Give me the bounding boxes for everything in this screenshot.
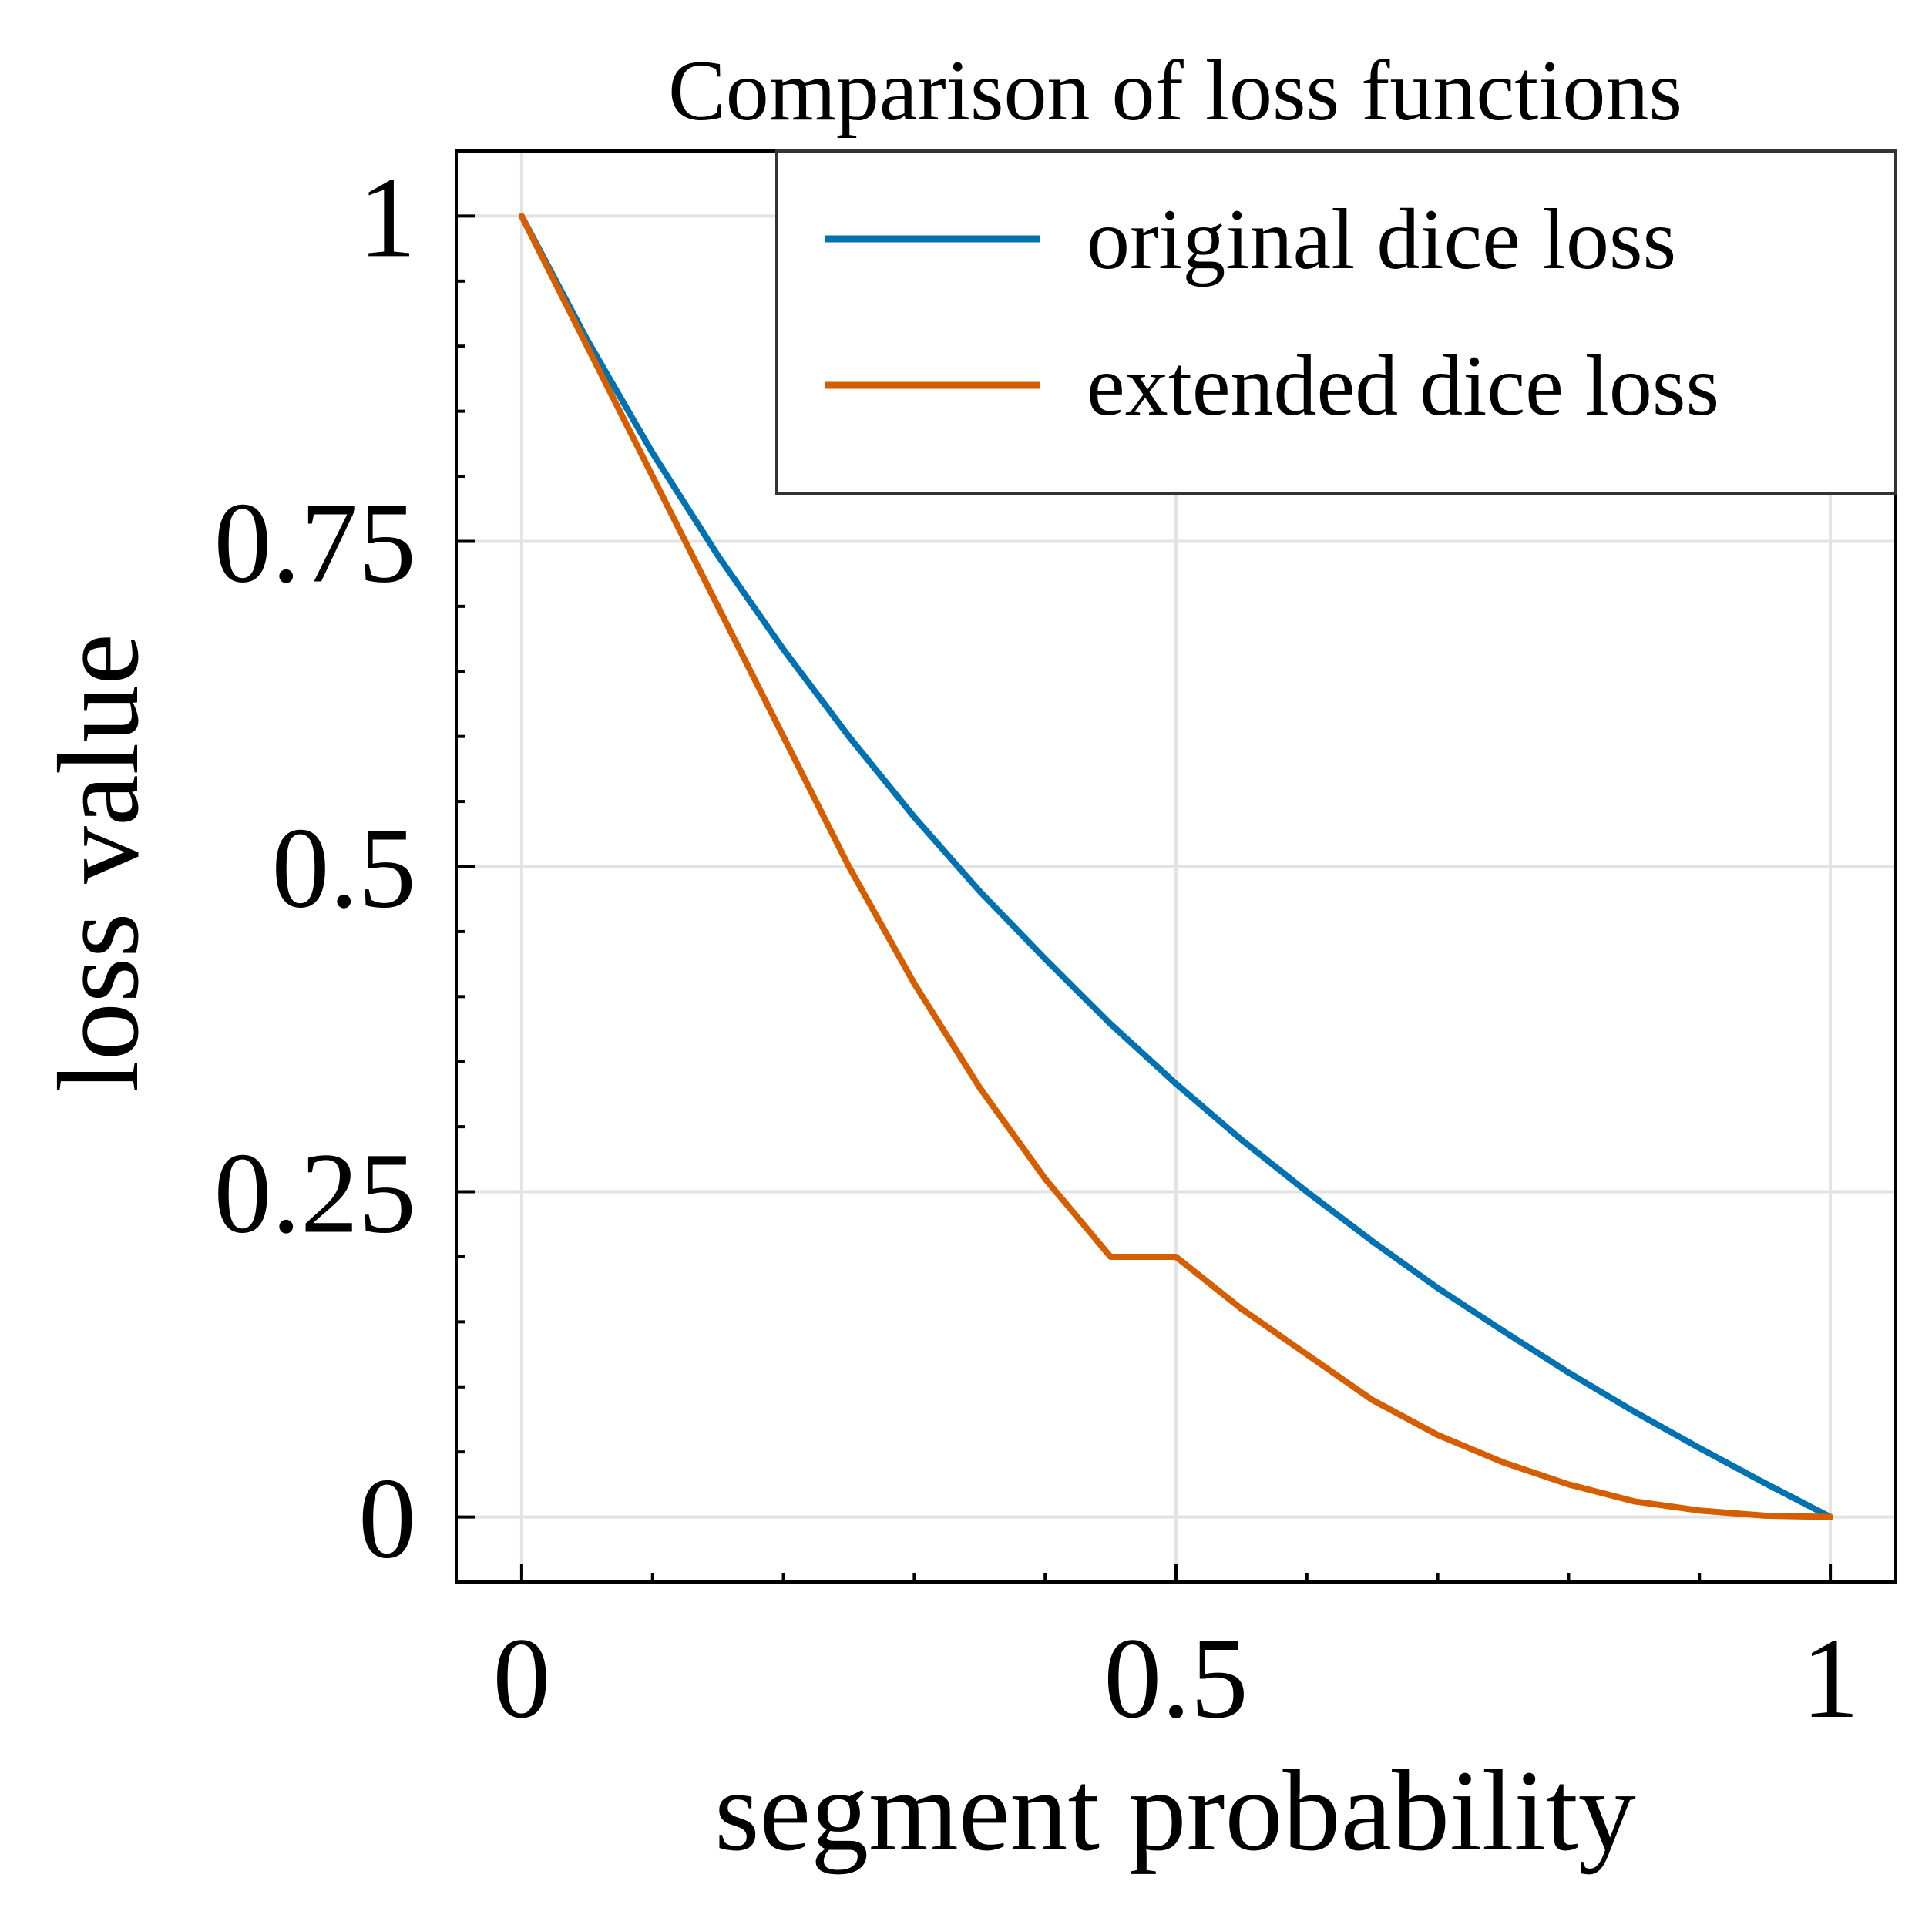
legend-label-1: extended dice loss [1087, 338, 1719, 434]
y-axis-label: loss value [35, 633, 163, 1093]
y-tick-label-2: 0.5 [272, 804, 417, 932]
x-tick-label-0: 0 [492, 1614, 550, 1742]
x-axis-label: segment probability [714, 1747, 1636, 1875]
y-tick-label-3: 0.75 [214, 479, 417, 606]
legend: original dice loss extended dice loss [775, 149, 1897, 495]
legend-label-0: original dice loss [1087, 192, 1676, 287]
x-tick-label-1: 0.5 [1104, 1614, 1248, 1742]
x-tick-label-2: 1 [1802, 1614, 1860, 1742]
plot-area: 0 0.5 1 0 0.25 0.5 0.75 1 [214, 149, 1897, 1742]
y-tick-label-1: 0.25 [214, 1130, 417, 1258]
series-line-1 [518, 213, 1834, 1520]
chart-title: Comparison of loss functions [668, 43, 1682, 139]
y-tick-label-4: 1 [358, 153, 416, 281]
legend-box [775, 149, 1897, 495]
y-tick-label-0: 0 [358, 1455, 416, 1583]
series-line-0 [518, 213, 1834, 1520]
